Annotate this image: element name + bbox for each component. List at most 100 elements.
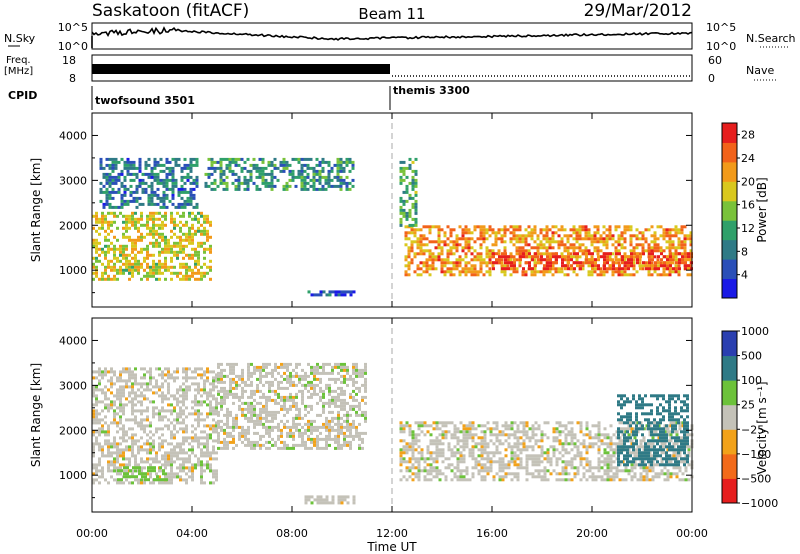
data-cell (192, 187, 196, 191)
data-cell (404, 270, 408, 274)
data-cell (252, 181, 256, 185)
data-cell (161, 394, 164, 398)
data-cell (683, 237, 687, 241)
data-cell (641, 246, 645, 250)
data-cell (113, 235, 116, 239)
data-cell (217, 377, 220, 381)
data-cell (122, 214, 125, 218)
data-cell (203, 385, 206, 389)
data-cell (241, 428, 244, 432)
data-cell (122, 379, 125, 383)
data-cell (450, 433, 454, 437)
data-cell (188, 436, 191, 440)
data-cell (554, 270, 558, 274)
data-cell (235, 395, 238, 399)
data-cell (503, 270, 507, 274)
data-cell (215, 475, 218, 479)
data-cell (471, 445, 475, 449)
data-cell (283, 425, 286, 429)
data-cell (340, 392, 343, 396)
data-cell (126, 157, 130, 161)
data-cell (179, 229, 182, 233)
data-cell (339, 181, 343, 185)
data-cell (339, 175, 343, 179)
data-cell (209, 433, 212, 437)
data-cell (452, 246, 456, 250)
data-cell (660, 258, 663, 262)
data-cell (117, 178, 121, 182)
data-cell (501, 469, 505, 473)
data-cell (447, 457, 451, 461)
data-cell (164, 397, 167, 401)
data-cell (361, 413, 364, 417)
data-cell (599, 234, 603, 238)
data-cell (134, 217, 137, 221)
data-cell (504, 421, 508, 425)
data-cell (146, 442, 149, 446)
data-cell (501, 252, 504, 256)
data-cell (656, 258, 660, 262)
data-cell (313, 440, 316, 444)
data-cell (599, 237, 603, 241)
data-cell (225, 163, 229, 167)
data-cell (405, 469, 409, 473)
data-cell (325, 440, 328, 444)
data-cell (119, 481, 122, 485)
data-cell (195, 163, 199, 167)
data-cell (468, 478, 472, 482)
data-cell (504, 466, 508, 470)
data-cell (185, 472, 188, 476)
data-cell (126, 160, 130, 164)
data-cell (237, 181, 241, 185)
data-cell (176, 235, 179, 239)
data-cell (404, 258, 408, 262)
data-cell (161, 427, 164, 431)
data-cell (455, 240, 459, 244)
data-cell (468, 454, 472, 458)
data-cell (328, 401, 331, 405)
data-cell (513, 258, 516, 262)
data-cell (483, 424, 487, 428)
data-cell (92, 442, 95, 446)
data-cell (179, 235, 182, 239)
data-cell (268, 440, 271, 444)
data-cell (188, 235, 191, 239)
data-cell (614, 255, 618, 259)
data-cell (155, 217, 158, 221)
data-cell (416, 252, 420, 256)
data-cell (164, 394, 167, 398)
data-cell (345, 163, 349, 167)
data-cell (295, 422, 298, 426)
data-cell (212, 424, 215, 428)
data-cell (408, 214, 412, 218)
data-cell (171, 190, 175, 194)
data-cell (231, 160, 235, 164)
data-cell (274, 398, 277, 402)
data-cell (116, 268, 119, 272)
data-cell (220, 377, 223, 381)
data-cell (588, 466, 592, 470)
data-cell (129, 163, 133, 167)
data-cell (585, 255, 588, 259)
data-cell (642, 436, 646, 440)
data-cell (176, 418, 179, 422)
data-cell (603, 261, 606, 265)
data-cell (264, 172, 268, 176)
data-cell (513, 445, 517, 449)
nsearch-tick-top: 10^5 (706, 21, 736, 34)
data-cell (349, 434, 352, 438)
data-cell (632, 261, 636, 265)
data-cell (461, 231, 465, 235)
data-cell (164, 463, 167, 467)
data-cell (173, 244, 176, 248)
data-cell (399, 427, 403, 431)
data-cell (491, 231, 495, 235)
data-cell (507, 255, 510, 259)
data-cell (570, 460, 574, 464)
data-cell (428, 255, 432, 259)
data-cell (579, 463, 583, 467)
data-cell (232, 365, 235, 369)
data-cell (482, 240, 486, 244)
data-cell (173, 418, 176, 422)
data-cell (456, 442, 460, 446)
